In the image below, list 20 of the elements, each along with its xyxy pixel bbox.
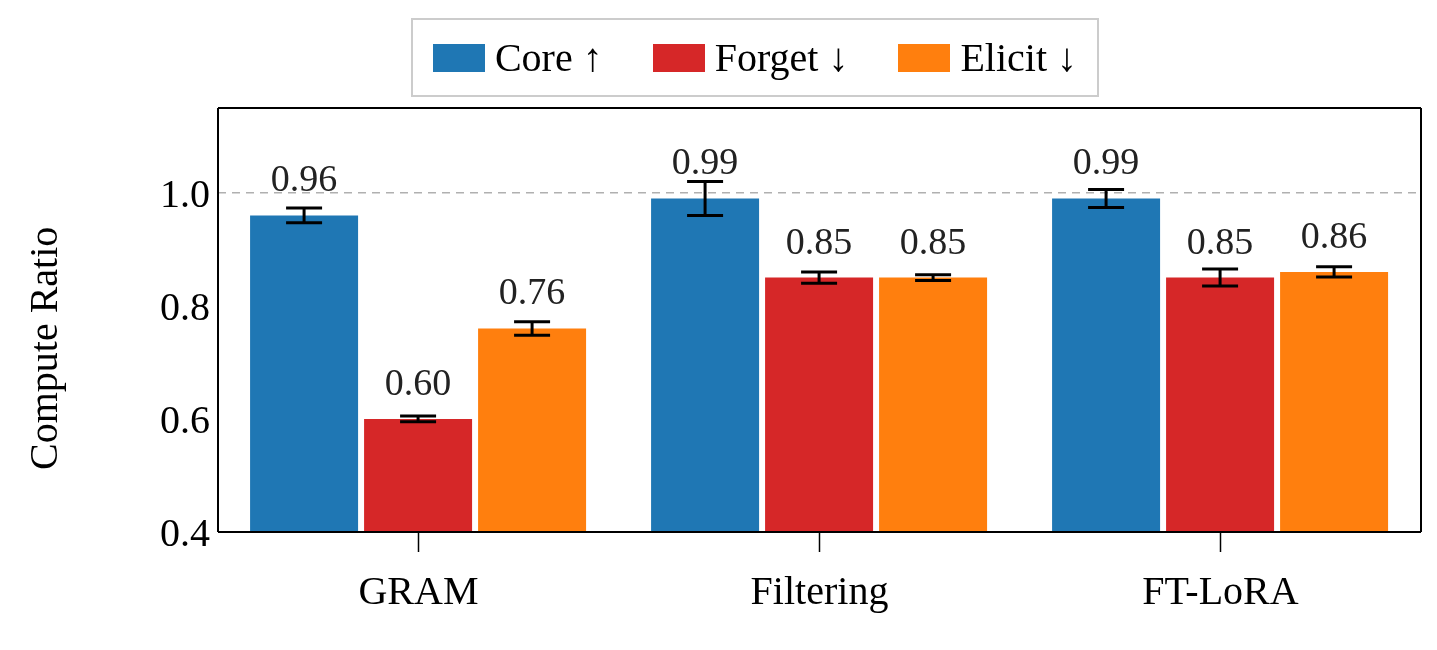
legend-label: Core ↑ xyxy=(493,34,603,81)
data-label: 0.85 xyxy=(785,219,853,262)
x-tick-label: FT-LoRA xyxy=(1142,568,1299,614)
data-label: 0.86 xyxy=(1300,213,1368,256)
y-tick-label: 0.6 xyxy=(160,397,210,443)
data-label: 0.99 xyxy=(671,140,739,183)
data-label: 0.96 xyxy=(270,157,338,200)
data-label: 0.85 xyxy=(1186,219,1254,262)
legend-label: Elicit ↓ xyxy=(959,34,1078,81)
data-label: 0.85 xyxy=(899,219,967,262)
y-axis-title: Compute Ratio xyxy=(21,226,67,470)
y-tick-label: 1.0 xyxy=(160,171,210,216)
y-tick-label: 0.4 xyxy=(160,510,210,556)
x-tick-label: GRAM xyxy=(358,568,479,614)
legend-label: Forget ↓ xyxy=(713,34,849,81)
data-label: 0.60 xyxy=(384,360,452,403)
x-tick-label: Filtering xyxy=(750,568,889,614)
data-label: 0.99 xyxy=(1072,140,1140,183)
data-label: 0.76 xyxy=(498,270,566,313)
y-tick-label: 0.8 xyxy=(160,284,210,330)
